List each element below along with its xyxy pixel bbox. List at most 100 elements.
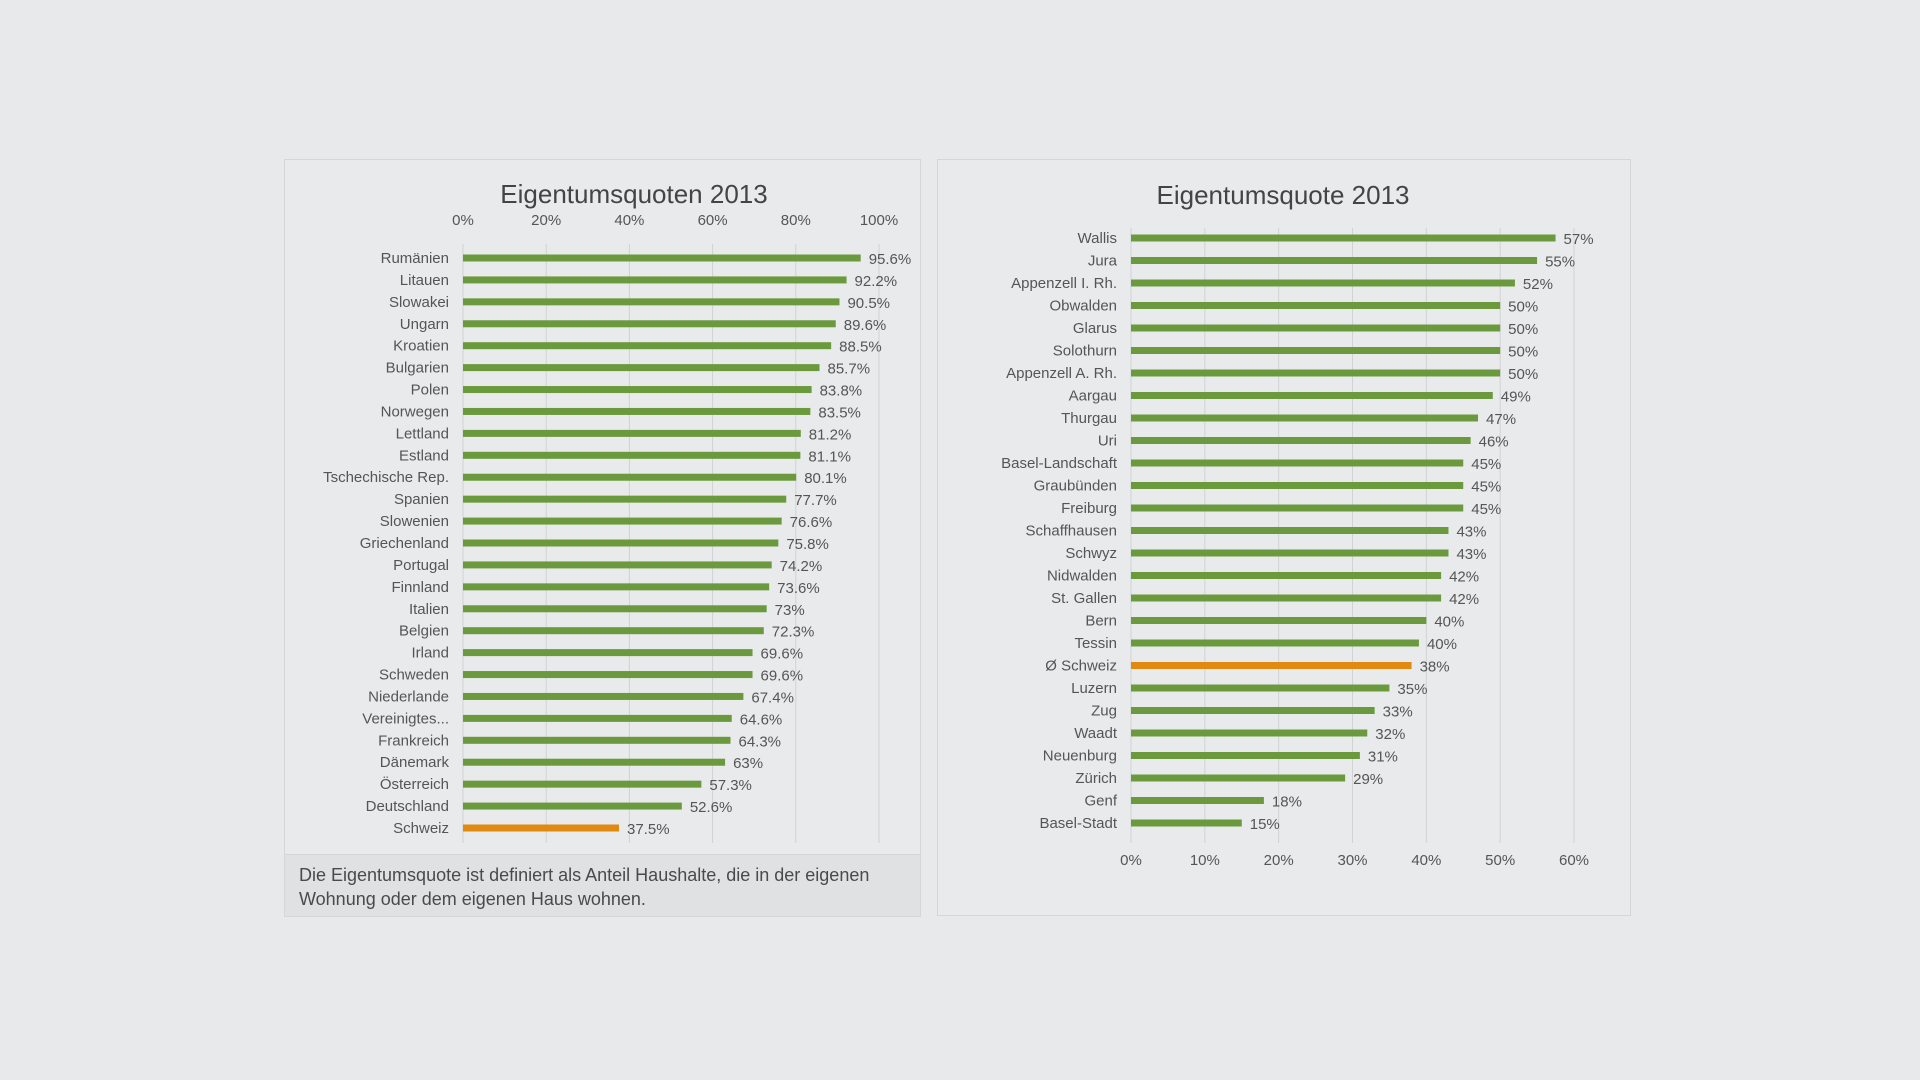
category-label: Frankreich (378, 732, 449, 749)
data-label: 64.6% (740, 711, 783, 728)
data-label: 50% (1508, 344, 1538, 361)
category-label: Kroatien (393, 338, 449, 355)
bar (1131, 572, 1442, 579)
category-label: Lettland (396, 425, 449, 442)
category-label: Italien (409, 601, 449, 618)
category-label: Dänemark (380, 754, 450, 771)
bar (1131, 549, 1449, 557)
data-label: 40% (1434, 614, 1464, 631)
category-label: Basel-Stadt (1039, 815, 1117, 832)
bar (1131, 774, 1346, 782)
data-label: 40% (1427, 636, 1457, 653)
category-label: Freiburg (1061, 500, 1117, 517)
category-label: Bern (1085, 613, 1117, 630)
bar (1131, 414, 1479, 422)
bar (463, 692, 744, 700)
bar (463, 495, 787, 503)
category-label: Appenzell I. Rh. (1011, 275, 1117, 292)
category-label: Deutschland (366, 798, 449, 815)
category-label: St. Gallen (1051, 590, 1117, 607)
bar (463, 451, 801, 459)
chart-europe: Eigentumsquoten 2013 0% 20% 40% 60% 80% 100% Ru… (323, 179, 912, 843)
category-label: Aargau (1069, 388, 1117, 405)
bar (1131, 347, 1501, 354)
data-label: 81.1% (808, 448, 851, 465)
category-label: Österreich (380, 775, 449, 793)
category-label: Jura (1088, 253, 1118, 270)
category-label: Belgien (399, 623, 449, 640)
x-tick-label: 0% (1120, 852, 1142, 869)
data-label: 81.2% (809, 426, 852, 443)
bar (463, 364, 820, 372)
x-tick-label: 80% (781, 212, 811, 229)
category-label: Ø Schweiz (1045, 658, 1117, 675)
bar (463, 780, 702, 788)
bar (463, 671, 753, 679)
data-label: 83.5% (818, 404, 861, 421)
bar (463, 517, 782, 525)
bar (1131, 819, 1242, 827)
data-label: 33% (1383, 704, 1413, 721)
data-label: 49% (1501, 389, 1531, 406)
data-label: 69.6% (761, 646, 804, 663)
bar (463, 539, 779, 547)
bar (463, 627, 764, 635)
category-label: Schweden (379, 667, 449, 684)
category-label: Polen (411, 382, 449, 399)
category-label: Finnland (391, 579, 449, 596)
data-label: 85.7% (828, 361, 871, 378)
chart-title: Eigentumsquote 2013 (1157, 180, 1410, 210)
data-label: 73.6% (777, 580, 820, 597)
category-label: Schaffhausen (1026, 523, 1117, 540)
category-label: Bulgarien (386, 360, 449, 377)
category-label: Ungarn (400, 316, 449, 333)
chart-title: Eigentumsquoten 2013 (500, 179, 767, 209)
bar (1131, 594, 1442, 602)
bar (463, 386, 812, 394)
bar (1131, 437, 1471, 444)
bar (463, 714, 732, 722)
data-label: 31% (1368, 749, 1398, 766)
category-label: Niederlande (368, 688, 449, 705)
bar (1131, 684, 1390, 692)
bar (1131, 504, 1464, 512)
data-label: 46% (1479, 434, 1509, 451)
data-label: 43% (1456, 524, 1486, 541)
data-label: 75.8% (786, 536, 829, 553)
bar (1131, 639, 1419, 647)
data-label: 63% (733, 755, 763, 772)
bar (1131, 279, 1515, 287)
data-label: 55% (1545, 254, 1575, 271)
category-label: Wallis (1078, 230, 1117, 247)
x-tick-label: 40% (614, 212, 644, 229)
category-label: Zug (1091, 703, 1117, 720)
data-label: 69.6% (761, 668, 804, 685)
bar (463, 320, 836, 328)
data-label: 95.6% (869, 251, 912, 268)
category-label: Tessin (1074, 635, 1117, 652)
data-label: 42% (1449, 591, 1479, 608)
chart-switzerland: Eigentumsquote 2013 0% 10% 20% 30% 40% 50% 60% W… (1001, 180, 1593, 869)
category-label: Appenzell A. Rh. (1006, 365, 1117, 382)
bar (463, 649, 753, 657)
category-label: Glarus (1073, 320, 1117, 337)
category-label: Zürich (1075, 770, 1117, 787)
chart-note: Die Eigentumsquote ist definiert als Ant… (285, 854, 920, 916)
data-label: 77.7% (794, 492, 837, 509)
data-label: 52.6% (690, 799, 733, 816)
category-label: Estland (399, 447, 449, 464)
bar (463, 802, 682, 810)
data-label: 50% (1508, 366, 1538, 383)
data-label: 88.5% (839, 339, 882, 356)
category-label: Irland (411, 645, 449, 662)
category-label: Griechenland (360, 535, 449, 552)
category-label: Vereinigtes... (362, 710, 449, 727)
bar (463, 758, 726, 766)
data-label: 45% (1471, 456, 1501, 473)
bar (1131, 617, 1427, 624)
bar (463, 605, 767, 613)
bar (1131, 234, 1556, 242)
data-label: 45% (1471, 479, 1501, 496)
data-label: 64.3% (738, 733, 781, 750)
bar (1131, 527, 1449, 534)
